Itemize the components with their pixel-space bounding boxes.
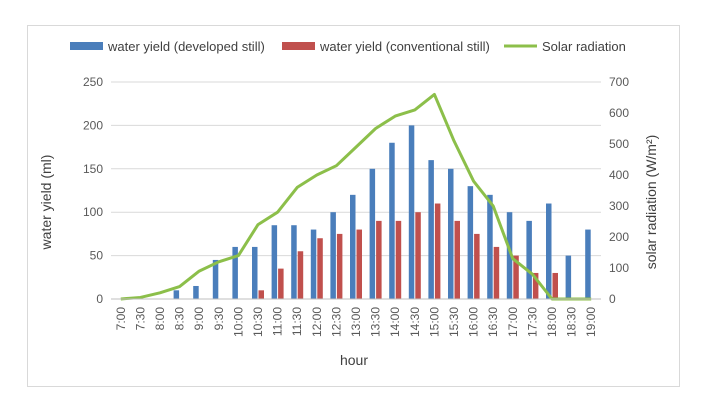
y2-tick-label: 0 [609, 292, 616, 306]
y-axis-title: water yield (ml) [38, 155, 54, 251]
y-tick-label: 150 [83, 162, 103, 176]
bar-conventional [454, 220, 460, 299]
y-tick-label: 100 [83, 205, 103, 219]
x-tick-label: 17:00 [506, 307, 520, 337]
bar-developed [467, 186, 474, 299]
x-tick-label: 9:00 [192, 307, 206, 331]
legend-label: Solar radiation [542, 39, 626, 54]
bar-developed [271, 225, 278, 299]
legend-label: water yield (developed still) [107, 39, 265, 54]
bar-conventional [552, 272, 558, 299]
bar-conventional [493, 246, 500, 299]
bar-developed [506, 212, 513, 299]
x-tick-label: 12:00 [310, 307, 324, 337]
x-tick-label: 8:00 [153, 307, 167, 331]
bar-developed [546, 203, 552, 299]
bar-conventional [356, 229, 362, 299]
x-tick-label: 11:00 [271, 307, 285, 336]
y2-tick-label: 600 [609, 106, 629, 120]
y-tick-label: 250 [83, 75, 103, 89]
x-tick-label: 17:30 [525, 307, 539, 337]
bar-developed [291, 225, 297, 299]
y2-tick-label: 400 [609, 168, 629, 182]
x-axis-title: hour [340, 352, 368, 368]
gridlines [111, 81, 601, 257]
bar-developed [350, 194, 356, 299]
x-tick-label: 9:30 [212, 307, 226, 331]
bar-developed [487, 194, 493, 299]
x-tick-label: 13:00 [349, 307, 363, 337]
bar-conventional [434, 203, 441, 299]
chart: water yield (developed still) water yield… [38, 39, 659, 368]
x-tick-label: 16:30 [486, 307, 500, 337]
bar-developed [565, 255, 572, 299]
bar-developed [389, 142, 395, 299]
bar-developed [526, 220, 532, 299]
bar-conventional [415, 212, 421, 299]
bar-developed [212, 259, 219, 299]
y2-tick-label: 300 [609, 199, 629, 213]
solar-radiation-line [120, 92, 592, 301]
y-tick-label: 200 [83, 118, 103, 132]
bar-developed [232, 246, 238, 299]
x-tick-label: 10:00 [231, 307, 245, 337]
bar-developed [585, 229, 591, 299]
x-tick-label: 14:30 [408, 307, 422, 337]
x-tick-label: 12:30 [329, 307, 343, 337]
bar-developed [448, 168, 454, 299]
y2-tick-label: 200 [609, 230, 629, 244]
bar-conventional [513, 255, 519, 299]
y2-tick-label: 500 [609, 137, 629, 151]
y2-tick-label: 700 [609, 75, 629, 89]
x-tick-label: 16:00 [467, 307, 481, 337]
x-tick-label: 18:30 [565, 307, 579, 337]
solar-line [120, 92, 592, 301]
x-tick-label: 13:30 [369, 307, 383, 337]
bar-conventional [258, 290, 264, 299]
y2-tick-label: 100 [609, 261, 629, 275]
legend-swatch [70, 42, 103, 50]
x-tick-label: 18:00 [545, 307, 559, 337]
y-tick-label: 50 [90, 249, 104, 263]
y-tick-label: 0 [96, 292, 103, 306]
axes: 0 50 100 150 200 250 0 100 200 300 400 500 600 700 7:0… [83, 75, 629, 337]
legend-swatch [282, 42, 315, 50]
bar-developed [252, 246, 258, 299]
bar-developed [310, 229, 317, 299]
x-tick-label: 7:30 [133, 307, 147, 331]
bar-developed [193, 285, 199, 299]
bar-developed [173, 290, 180, 299]
legend-label: water yield (conventional still) [319, 39, 490, 54]
bar-conventional [336, 233, 343, 299]
bar-conventional [474, 233, 480, 299]
bar-conventional [317, 238, 323, 299]
x-tick-label: 19:00 [584, 307, 598, 337]
x-tick-label: 8:30 [173, 307, 187, 331]
x-tick-label: 14:00 [388, 307, 402, 337]
x-tick-label: 11:30 [290, 307, 304, 336]
x-tick-label: 15:00 [427, 307, 441, 337]
bar-conventional [395, 220, 402, 299]
bar-conventional [278, 268, 284, 299]
chart-frame: water yield (developed still) water yield… [27, 25, 680, 387]
bar-developed [408, 125, 415, 300]
bar-developed [369, 168, 376, 299]
bar-conventional [532, 272, 539, 299]
bar-conventional [297, 251, 304, 299]
bar-conventional [376, 220, 382, 299]
y2-axis-title: solar radiation (W/m²) [643, 135, 659, 270]
legend: water yield (developed still) water yield… [70, 39, 626, 54]
x-tick-label: 10:30 [251, 307, 265, 337]
bar-developed [330, 212, 336, 299]
bars [173, 125, 591, 300]
x-tick-label: 7:00 [114, 307, 128, 331]
bar-developed [428, 160, 434, 299]
x-tick-label: 15:30 [447, 307, 461, 337]
